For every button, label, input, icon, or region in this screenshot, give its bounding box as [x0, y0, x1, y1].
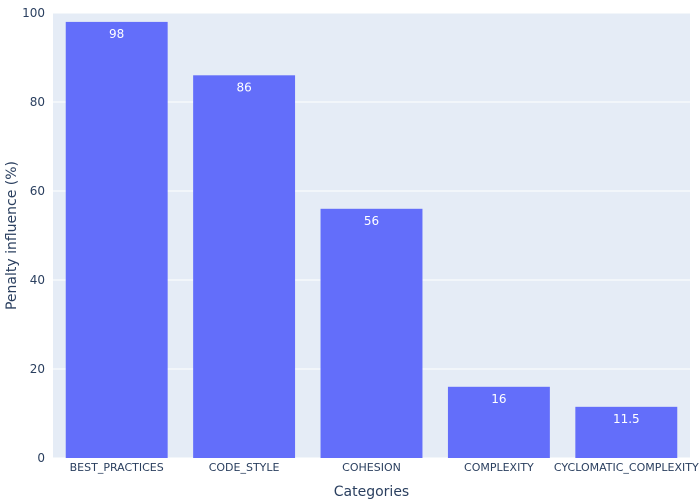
bar[interactable] — [193, 75, 296, 459]
x-tick-label: COMPLEXITY — [464, 461, 534, 474]
y-tick-label: 40 — [30, 273, 45, 287]
y-tick-label: 60 — [30, 184, 45, 198]
data-label: 86 — [236, 80, 251, 94]
x-tick-label: COHESION — [342, 461, 401, 474]
y-tick-label: 20 — [30, 362, 45, 376]
x-tick-label: CYCLOMATIC_COMPLEXITY — [554, 461, 699, 474]
bars — [65, 21, 678, 459]
x-tick-label: CODE_STYLE — [209, 461, 280, 474]
bar[interactable] — [320, 208, 423, 458]
data-label: 16 — [491, 392, 506, 406]
x-axis-title: Categories — [334, 484, 409, 500]
data-label: 98 — [109, 27, 124, 41]
y-axis-ticks: 0 20 40 60 80 100 — [22, 6, 45, 465]
data-labels: 98 86 56 16 11.5 — [109, 27, 640, 426]
bar[interactable] — [65, 21, 168, 459]
bar[interactable] — [575, 406, 678, 458]
data-label: 56 — [364, 214, 379, 228]
bar[interactable] — [447, 386, 550, 458]
y-axis-title: Penalty influence (%) — [4, 161, 20, 310]
x-axis-ticks: BEST_PRACTICES CODE_STYLE COHESION COMPLEXI… — [70, 461, 699, 474]
y-tick-label: 80 — [30, 95, 45, 109]
y-tick-label: 0 — [37, 451, 45, 465]
data-label: 11.5 — [613, 412, 640, 426]
y-tick-label: 100 — [22, 6, 45, 20]
x-tick-label: BEST_PRACTICES — [70, 461, 164, 474]
